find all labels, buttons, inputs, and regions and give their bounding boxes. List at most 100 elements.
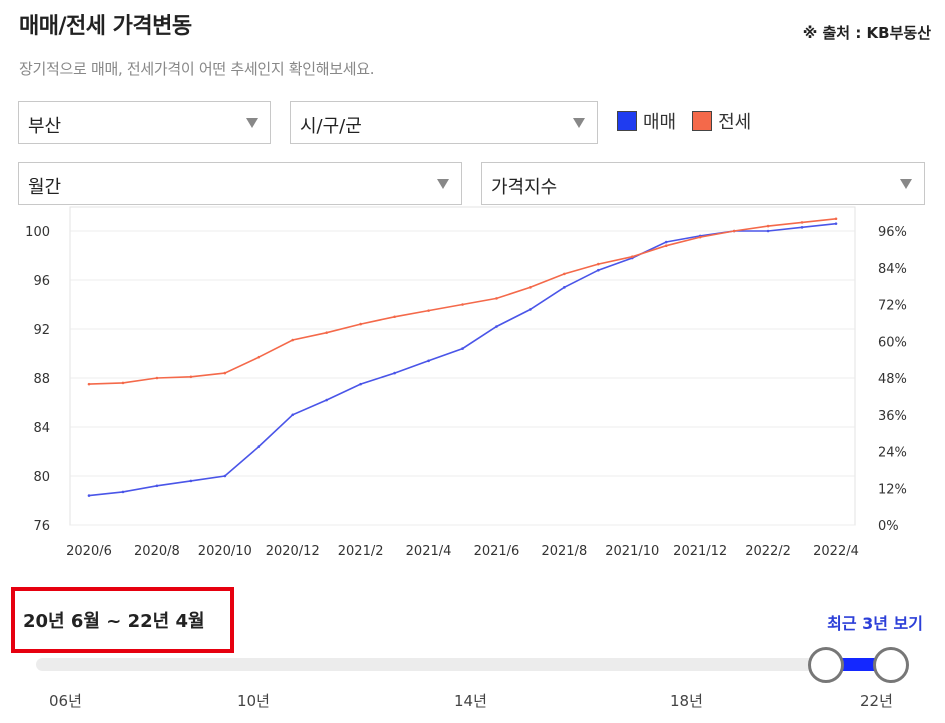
data-point	[223, 371, 227, 375]
chevron-down-icon	[573, 118, 585, 128]
slider-tick-label: 06년	[49, 692, 82, 710]
data-point	[427, 309, 430, 312]
date-range-label: 20년 6월 ~ 22년 4월	[23, 611, 205, 632]
data-point	[291, 413, 295, 417]
data-point	[597, 268, 600, 272]
chart-grid	[69, 206, 856, 526]
data-point	[597, 262, 600, 266]
slider-tick-label: 10년	[237, 692, 270, 710]
x-tick-label: 2020/10	[198, 544, 252, 559]
data-point	[155, 376, 159, 380]
data-point	[393, 315, 396, 319]
data-point	[664, 244, 668, 247]
period-select[interactable]: 월간	[18, 162, 462, 205]
price-index-chart: 100 96 92 88 84 80 76 96% 84% 72% 60% 48% 36% 24% 12% 0…	[25, 206, 907, 559]
y-tick-label-right: 72%	[878, 299, 907, 314]
plot-border	[69, 206, 856, 526]
data-point	[698, 235, 702, 239]
legend-swatch-jeonse	[692, 111, 713, 131]
data-point	[291, 338, 295, 342]
data-point	[834, 217, 838, 221]
y-tick-label-right: 36%	[878, 409, 907, 424]
chevron-down-icon	[437, 179, 449, 189]
chart-subtitle: 장기적으로 매매, 전세가격이 어떤 추세인지 확인해보세요.	[19, 60, 375, 78]
x-tick-label: 2021/8	[541, 544, 587, 559]
slider-tick-label: 22년	[860, 692, 893, 710]
legend-item-sale[interactable]: 매매	[617, 108, 676, 134]
y-tick-label-left: 88	[33, 372, 50, 387]
data-point	[325, 331, 328, 334]
district-select[interactable]: 시/구/군	[290, 101, 598, 144]
data-point	[766, 224, 770, 228]
data-point	[800, 221, 804, 224]
x-tick-label: 2021/10	[605, 544, 659, 559]
y-tick-label-left: 80	[33, 470, 50, 485]
x-tick-label: 2021/2	[338, 544, 384, 559]
chart-axes: 100 96 92 88 84 80 76 96% 84% 72% 60% 48% 36% 24% 12% 0…	[25, 225, 907, 559]
data-point	[325, 398, 328, 402]
district-select-value: 시/구/군	[300, 116, 362, 137]
data-point	[800, 226, 804, 229]
data-point	[155, 484, 159, 488]
chart-series	[87, 217, 838, 497]
data-point	[257, 445, 261, 448]
chevron-down-icon	[246, 118, 258, 128]
data-point	[495, 325, 498, 328]
y-tick-label-right: 96%	[878, 225, 907, 240]
range-slider-end-handle[interactable]	[873, 647, 909, 683]
x-tick-label: 2020/12	[266, 544, 320, 559]
x-tick-label: 2020/6	[66, 544, 112, 559]
y-tick-label-right: 48%	[878, 372, 907, 387]
y-tick-label-right: 24%	[878, 446, 907, 461]
legend-swatch-sale	[617, 111, 637, 131]
chevron-down-icon	[900, 179, 912, 189]
slider-tick-label: 14년	[454, 692, 487, 710]
legend-item-jeonse[interactable]: 전세	[692, 108, 751, 134]
x-tick-label: 2022/2	[745, 544, 791, 559]
data-point	[223, 474, 227, 478]
range-slider-start-handle[interactable]	[808, 647, 844, 683]
data-point	[664, 240, 668, 244]
data-point	[732, 229, 736, 233]
date-range-box: 20년 6월 ~ 22년 4월	[11, 587, 234, 653]
y-tick-label-left: 100	[25, 225, 50, 240]
y-tick-label-right: 12%	[878, 482, 907, 497]
metric-select-value: 가격지수	[491, 177, 558, 198]
y-tick-label-right: 60%	[878, 335, 907, 350]
x-tick-label: 2020/8	[134, 544, 180, 559]
data-point	[121, 490, 125, 494]
data-point	[87, 382, 91, 386]
data-point	[461, 347, 464, 350]
data-point	[563, 286, 566, 289]
data-source: ※ 출처 : KB부동산	[802, 24, 931, 42]
data-point	[834, 222, 838, 225]
metric-select[interactable]: 가격지수	[481, 162, 925, 205]
range-slider-track[interactable]	[36, 658, 893, 671]
region-select-value: 부산	[28, 116, 62, 137]
x-tick-label: 2022/4	[813, 544, 859, 559]
y-tick-label-left: 96	[33, 274, 50, 289]
y-tick-label-left: 92	[33, 323, 50, 338]
period-select-value: 월간	[28, 177, 62, 198]
series-line-jeonse	[88, 218, 837, 385]
data-point	[529, 286, 532, 289]
data-point	[359, 382, 362, 386]
series-line-sale	[88, 222, 837, 497]
y-tick-label-right: 0%	[878, 519, 899, 534]
legend-label-sale: 매매	[643, 112, 677, 133]
data-point	[189, 375, 193, 379]
data-point	[87, 494, 91, 497]
slider-tick-label: 18년	[670, 692, 703, 710]
data-point	[393, 371, 396, 375]
data-point	[359, 322, 362, 326]
data-point	[529, 308, 532, 311]
legend-label-jeonse: 전세	[718, 112, 752, 133]
x-tick-label: 2021/4	[406, 544, 452, 559]
x-tick-label: 2021/6	[474, 544, 520, 559]
data-point	[630, 255, 634, 259]
data-point	[121, 381, 125, 385]
y-tick-label-right: 84%	[878, 262, 907, 277]
data-point	[427, 359, 430, 363]
region-select[interactable]: 부산	[18, 101, 271, 144]
recent-3-years-link[interactable]: 최근 3년 보기	[827, 614, 923, 633]
